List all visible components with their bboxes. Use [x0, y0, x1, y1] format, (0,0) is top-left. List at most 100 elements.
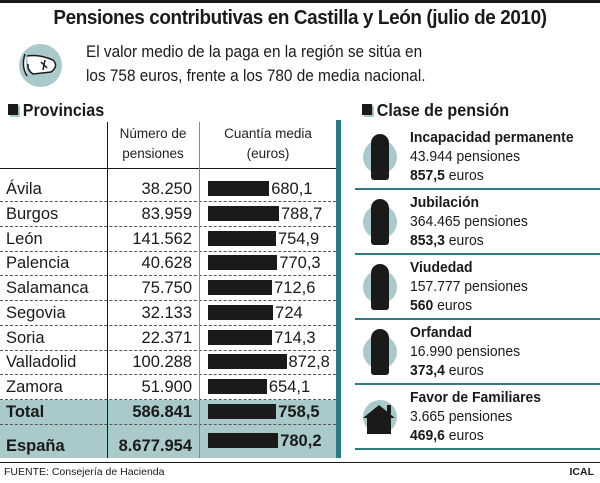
amount-label: 770,3 — [279, 254, 321, 273]
province-name: Valladolid — [6, 353, 77, 372]
amount-bar — [208, 379, 267, 394]
table-row: León 141.562 754,9 — [0, 227, 336, 252]
pension-count: 100.288 — [132, 353, 192, 372]
bullet-square-icon — [362, 104, 373, 115]
class-unit: euros — [448, 232, 484, 249]
provincias-heading-text: Provincias — [22, 100, 105, 120]
province-name: Soria — [6, 328, 45, 347]
pension-class-item: Incapacidad permanente 43.944 pensiones … — [355, 126, 600, 190]
header-cuantia: Cuantía media (euros) — [200, 124, 336, 164]
pension-count: 141.562 — [132, 229, 192, 248]
class-unit: euros — [448, 427, 484, 444]
class-count: 16.990 pensiones — [410, 343, 521, 360]
table-row: Segovia 32.133 724 — [0, 301, 336, 326]
amount-bar — [208, 255, 278, 271]
province-name: Total — [6, 402, 45, 421]
amount-label: 872,8 — [288, 353, 330, 372]
class-amount: 853,3 — [410, 232, 445, 249]
amount-label: 714,3 — [274, 328, 316, 347]
amount-label: 712,6 — [274, 279, 316, 297]
class-count: 3.665 pensiones — [410, 408, 513, 425]
class-name: Jubilación — [410, 194, 479, 211]
amount-bar — [208, 205, 279, 221]
amount-bar — [208, 181, 270, 196]
column-divider — [199, 122, 200, 458]
header-cuantia-line1: Cuantía media — [224, 126, 312, 141]
class-count: 43.944 pensiones — [410, 148, 521, 165]
pension-count: 83.959 — [141, 204, 192, 223]
class-amount: 560 — [410, 297, 434, 314]
amount-label: 724 — [275, 303, 303, 322]
province-name: Palencia — [6, 254, 70, 273]
header-cuantia-line2: (euros) — [246, 146, 290, 161]
table-row: Palencia 40.628 770,3 — [0, 252, 336, 277]
table-row: Burgos 83.959 788,7 — [0, 202, 336, 227]
amount-label: 654,1 — [268, 378, 311, 396]
class-name: Favor de Familiares — [410, 389, 542, 406]
table-row: Valladolid 100.288 872,8 — [0, 351, 336, 376]
class-amount: 469,6 — [410, 427, 445, 444]
amount-bar — [208, 433, 279, 448]
pension-count: 8.677.954 — [118, 437, 192, 455]
class-unit: euros — [448, 362, 484, 379]
table-row: Salamanca 75.750 712,6 — [0, 276, 336, 301]
header-numero-line1: Número de — [119, 126, 187, 141]
province-name: España — [6, 437, 65, 455]
column-divider — [107, 122, 108, 458]
amount-bar — [208, 304, 274, 320]
top-rule — [0, 0, 600, 3]
class-amount: 857,5 — [410, 167, 445, 184]
province-name: Burgos — [6, 204, 59, 223]
bullet-square-icon — [8, 104, 19, 115]
province-name: Ávila — [6, 180, 42, 198]
footer-rule — [0, 462, 600, 463]
province-name: Segovia — [6, 303, 66, 322]
class-name: Orfandad — [410, 324, 473, 341]
pension-count: 22.371 — [141, 328, 192, 347]
amount-label: 788,7 — [280, 204, 323, 223]
table-row: Soria 22.371 714,3 — [0, 326, 336, 351]
intro-line-1: El valor medio de la paga en la región s… — [86, 43, 423, 61]
pension-count: 75.750 — [141, 279, 192, 297]
clase-heading-text: Clase de pensión — [376, 100, 510, 120]
pension-count: 40.628 — [141, 254, 192, 273]
class-name: Incapacidad permanente — [410, 129, 574, 146]
pension-count: 51.900 — [141, 378, 192, 396]
amount-bar — [208, 329, 273, 345]
intro-line-2: los 758 euros, frente a los 780 de media… — [86, 67, 426, 85]
page-title: Pensiones contributivas en Castilla y Le… — [53, 6, 547, 29]
class-count: 364.465 pensiones — [410, 213, 528, 230]
amount-bar — [208, 403, 277, 419]
pension-count: 32.133 — [141, 303, 192, 322]
amount-bar — [208, 280, 273, 295]
class-count: 157.777 pensiones — [410, 278, 528, 295]
provincias-table: Número de pensiones Cuantía media (euros) … — [0, 120, 341, 458]
amount-label: 680,1 — [271, 180, 313, 198]
province-name: Salamanca — [6, 279, 89, 297]
amount-label: 754,9 — [277, 229, 320, 248]
table-row: España 8.677.954 780,2 — [0, 425, 336, 458]
class-unit: euros — [437, 297, 473, 314]
provincias-heading: Provincias — [8, 100, 104, 121]
header-divider — [0, 168, 336, 169]
pension-class-item: Favor de Familiares 3.665 pensiones 469,… — [355, 386, 600, 450]
pension-class-item: Viudedad 157.777 pensiones 560 euros — [355, 256, 600, 320]
table-row: Ávila 38.250 680,1 — [0, 170, 336, 202]
class-unit: euros — [448, 167, 484, 184]
amount-bar — [208, 354, 287, 370]
header-numero-line2: pensiones — [122, 146, 184, 161]
clase-heading: Clase de pensión — [362, 100, 509, 121]
hand-money-icon — [19, 44, 62, 87]
class-name: Viudedad — [410, 259, 473, 276]
table-row: Total 586.841 758,5 — [0, 400, 336, 425]
agency-credit: ICAL — [569, 466, 595, 478]
pension-class-item: Orfandad 16.990 pensiones 373,4 euros — [355, 321, 600, 385]
table-row: Zamora 51.900 654,1 — [0, 375, 336, 400]
amount-bar — [208, 230, 276, 246]
class-amount: 373,4 — [410, 362, 445, 379]
amount-label: 758,5 — [278, 402, 320, 421]
pension-class-item: Jubilación 364.465 pensiones 853,3 euros — [355, 191, 600, 255]
header-numero: Número de pensiones — [107, 124, 199, 164]
amount-label: 780,2 — [280, 432, 322, 450]
pension-count: 38.250 — [141, 180, 192, 198]
